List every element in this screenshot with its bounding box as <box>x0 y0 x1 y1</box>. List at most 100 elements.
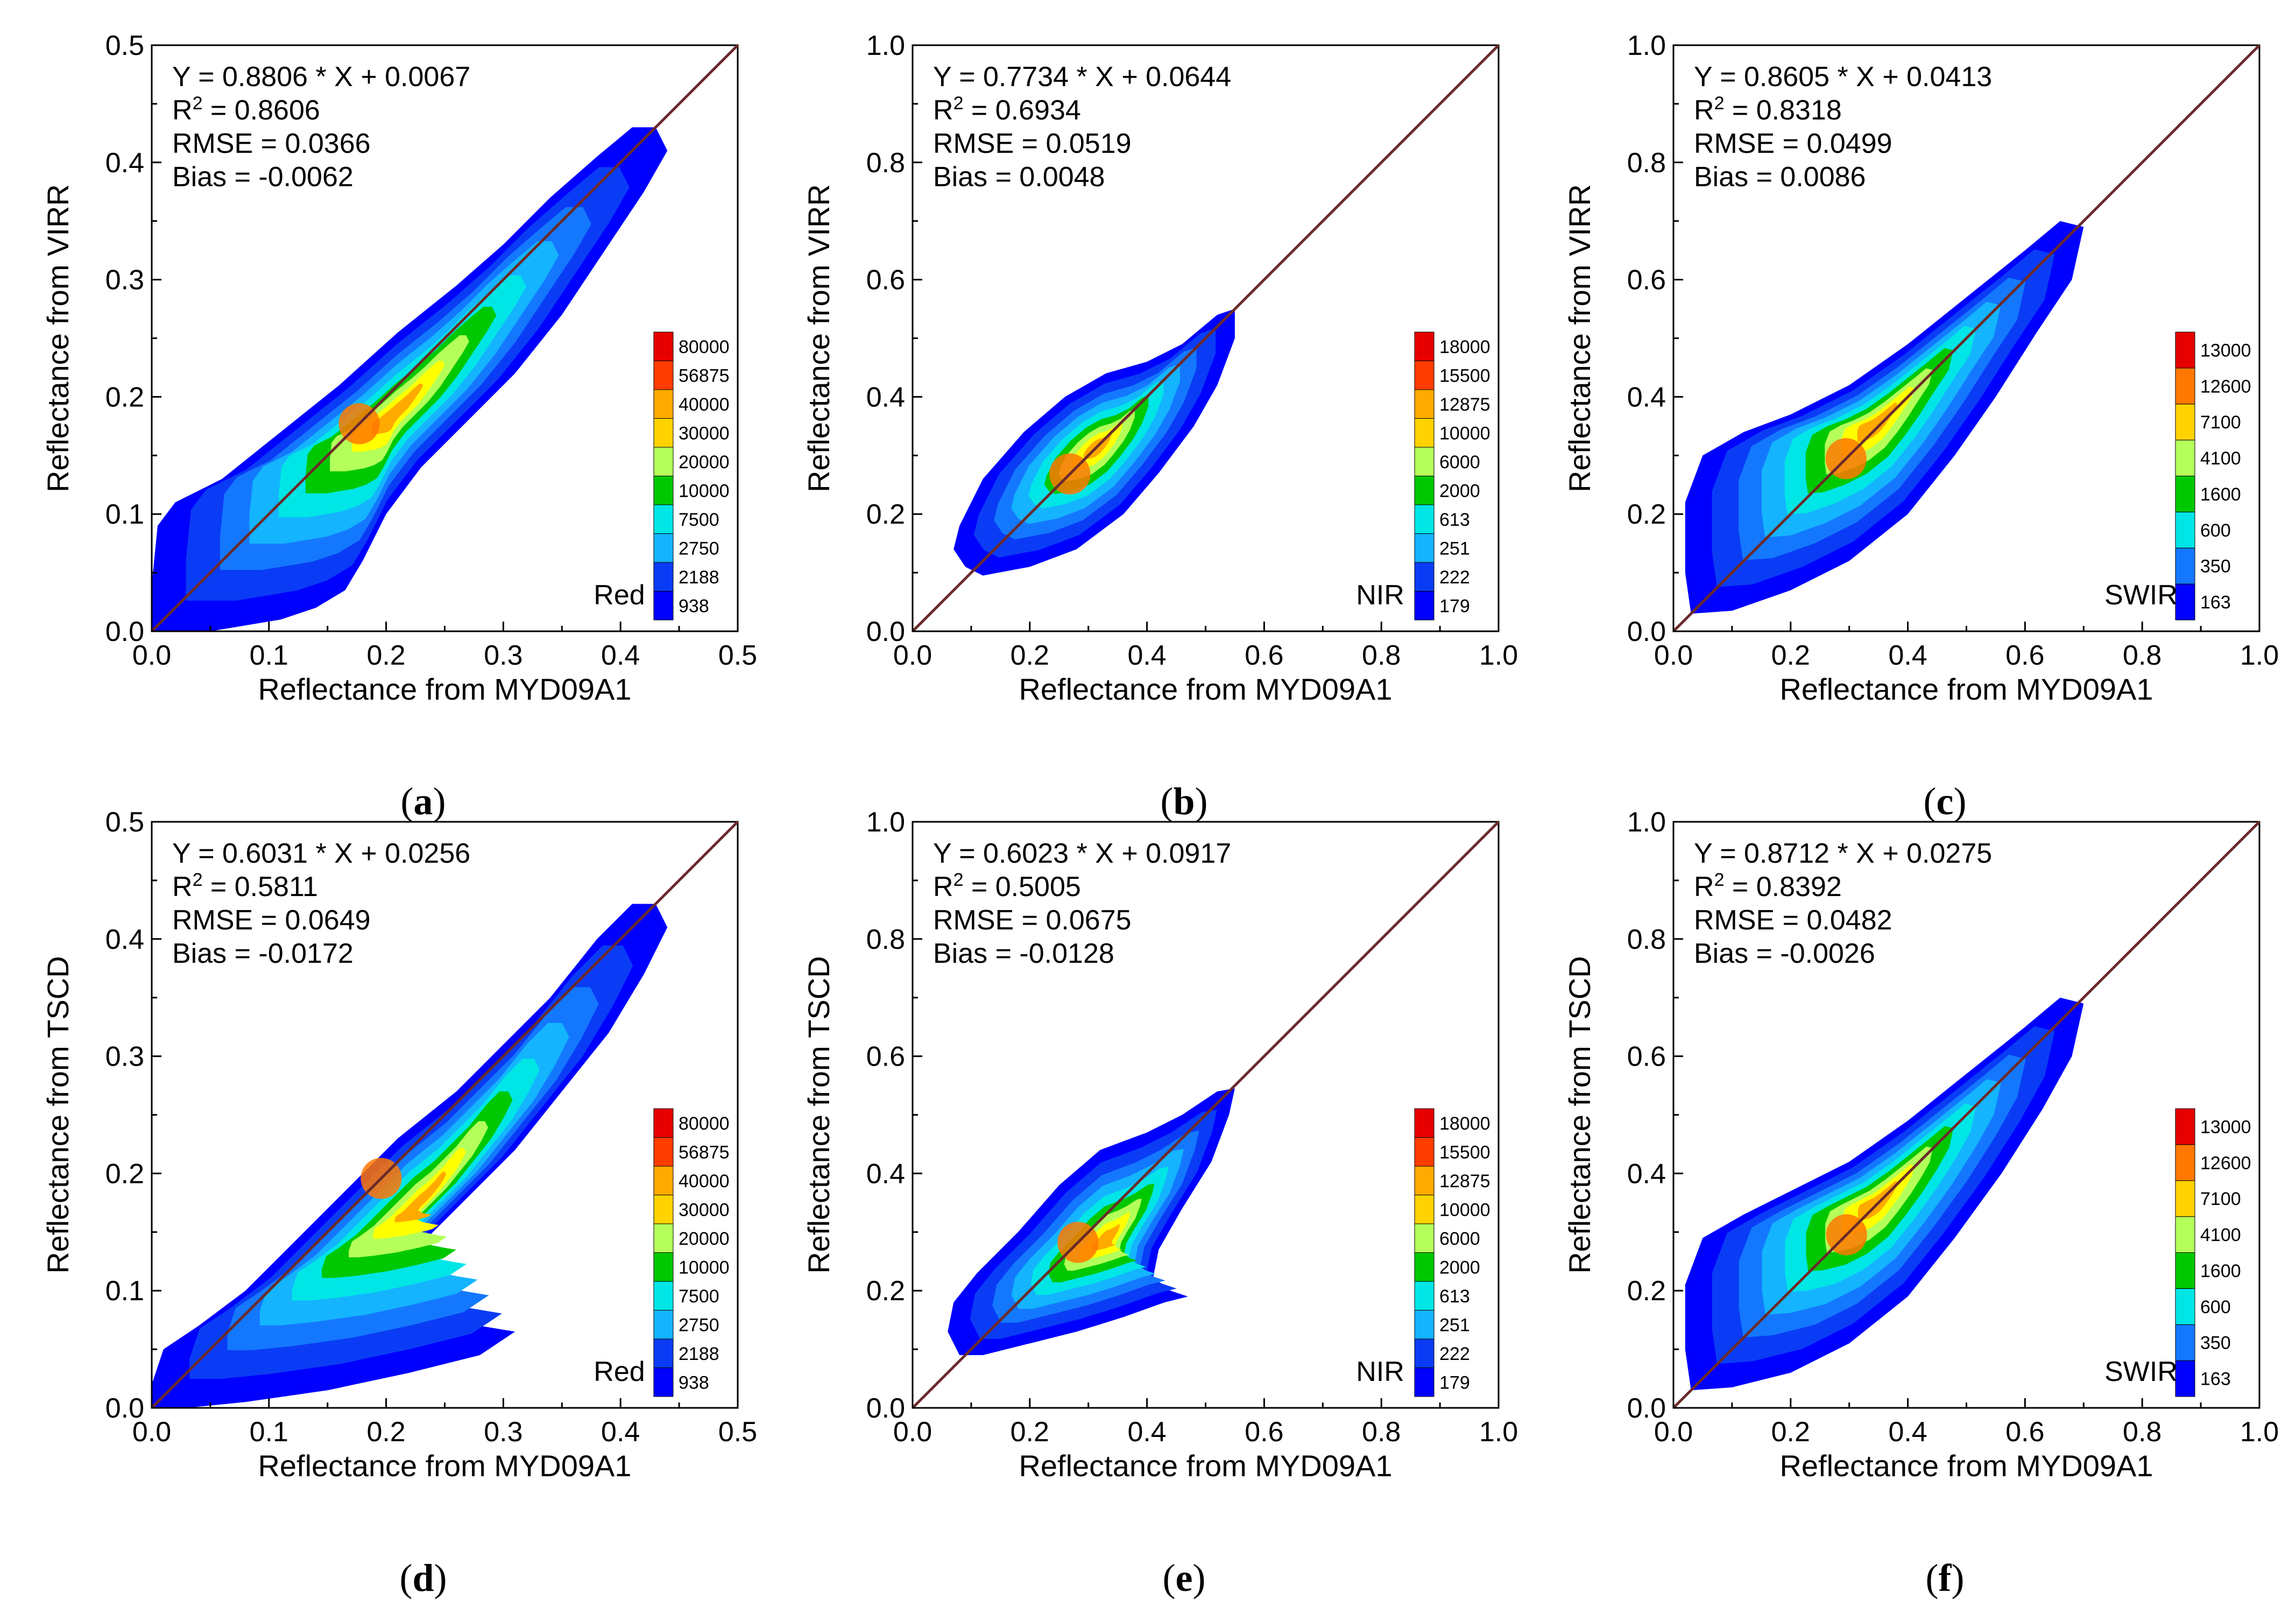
stats-bias-e: Bias = -0.0128 <box>933 938 1114 969</box>
colorbar-cell-b-0 <box>1414 591 1435 621</box>
one-to-one-line-d <box>151 821 739 1409</box>
stats-bias-d: Bias = -0.0172 <box>172 938 354 969</box>
panel-label-d: (d) <box>399 1556 447 1599</box>
band-label-d: Red <box>594 1356 645 1387</box>
colorbar-b: 179 222 251 613 2000 6000 10000 12875 15500 18000 <box>1414 332 1490 621</box>
colorbar-cell-a-6 <box>653 418 674 448</box>
xtick-label-c-4: 0.8 <box>2123 640 2161 671</box>
colorbar-level-d-1: 2188 <box>679 1344 719 1364</box>
colorbar-level-a-4: 10000 <box>679 481 730 501</box>
ytick-label-d-1: 0.1 <box>105 1275 144 1307</box>
colorbar-level-a-3: 7500 <box>679 510 719 530</box>
xtick-label-d-4: 0.4 <box>601 1416 640 1448</box>
colorbar-cell-e-1 <box>1414 1338 1435 1368</box>
colorbar-cell-b-1 <box>1414 562 1435 591</box>
stats-equation-d: Y = 0.6031 * X + 0.0256 <box>172 838 470 869</box>
colorbar-cell-b-3 <box>1414 504 1435 534</box>
colorbar-level-c-0: 163 <box>2200 593 2231 613</box>
band-label-a: Red <box>594 580 645 611</box>
one-to-one-line-b <box>912 44 1500 632</box>
xlabel-f: Reflectance from MYD09A1 <box>1779 1449 2153 1483</box>
colorbar-level-f-5: 7100 <box>2200 1189 2241 1209</box>
colorbar-level-e-3: 613 <box>1439 1286 1470 1307</box>
colorbar-level-b-0: 179 <box>1439 596 1470 616</box>
colorbar-level-c-1: 350 <box>2200 556 2231 577</box>
colorbar-cell-d-9 <box>653 1108 674 1138</box>
colorbar-level-c-6: 12600 <box>2200 376 2251 397</box>
colorbar-level-d-7: 40000 <box>679 1171 730 1192</box>
ytick-label-a-3: 0.3 <box>105 265 144 296</box>
colorbar-cell-f-0 <box>2175 1360 2195 1397</box>
colorbar-level-b-4: 2000 <box>1439 481 1480 501</box>
stats-rmse-f: RMSE = 0.0482 <box>1694 905 1892 936</box>
xtick-label-f-4: 0.8 <box>2123 1416 2161 1448</box>
colorbar-cell-c-2 <box>2175 511 2195 548</box>
xtick-label-e-0: 0.0 <box>893 1416 932 1448</box>
colorbar-cell-d-0 <box>653 1368 674 1397</box>
ytick-label-b-5: 1.0 <box>866 30 905 61</box>
colorbar-level-e-6: 10000 <box>1439 1200 1490 1220</box>
xlabel-a: Reflectance from MYD09A1 <box>258 672 631 706</box>
stats-bias-a: Bias = -0.0062 <box>172 161 354 193</box>
colorbar-cell-d-6 <box>653 1195 674 1224</box>
colorbar-level-f-7: 13000 <box>2200 1117 2251 1137</box>
colorbar-level-c-5: 7100 <box>2200 412 2241 433</box>
ytick-label-e-3: 0.6 <box>866 1041 905 1073</box>
ytick-label-f-0: 0.0 <box>1627 1393 1666 1424</box>
ytick-label-b-2: 0.4 <box>866 382 905 413</box>
colorbar-cell-b-4 <box>1414 476 1435 505</box>
colorbar-level-d-9: 80000 <box>679 1113 730 1134</box>
stats-bias-f: Bias = -0.0026 <box>1694 938 1875 969</box>
colorbar-cell-f-5 <box>2175 1180 2195 1217</box>
panel-label-e: (e) <box>1163 1556 1206 1599</box>
colorbar-level-a-8: 56875 <box>679 365 730 386</box>
ylabel-d: Reflectance from TSCD <box>41 956 75 1273</box>
colorbar-cell-b-8 <box>1414 361 1435 390</box>
colorbar-level-d-5: 20000 <box>679 1229 730 1249</box>
xtick-label-a-5: 0.5 <box>718 640 757 671</box>
xtick-label-c-1: 0.2 <box>1771 640 1810 671</box>
colorbar-level-d-4: 10000 <box>679 1257 730 1278</box>
xlabel-e: Reflectance from MYD09A1 <box>1019 1449 1392 1483</box>
colorbar-level-e-5: 6000 <box>1439 1229 1480 1249</box>
colorbar-level-a-9: 80000 <box>679 337 730 357</box>
xtick-label-c-5: 1.0 <box>2240 640 2279 671</box>
xtick-label-b-1: 0.2 <box>1011 640 1049 671</box>
ytick-label-c-3: 0.6 <box>1627 265 1666 296</box>
ytick-label-f-4: 0.8 <box>1627 924 1666 955</box>
panel-f: 0.0 0.2 0.4 0.6 0.8 1.0 0.0 0.2 0.4 0.6 0.8 1.0 Refl… <box>1563 807 2279 1599</box>
xtick-label-f-1: 0.2 <box>1771 1416 1810 1448</box>
xtick-label-a-4: 0.4 <box>601 640 640 671</box>
colorbar-cell-d-5 <box>653 1223 674 1253</box>
colorbar-cell-b-5 <box>1414 447 1435 476</box>
xtick-label-b-5: 1.0 <box>1479 640 1518 671</box>
colorbar-cell-a-9 <box>653 332 674 361</box>
ytick-label-e-4: 0.8 <box>866 924 905 955</box>
colorbar-level-a-2: 2750 <box>679 538 719 559</box>
ytick-label-b-3: 0.6 <box>866 265 905 296</box>
ytick-label-c-4: 0.8 <box>1627 147 1666 179</box>
colorbar-cell-f-4 <box>2175 1216 2195 1253</box>
colorbar-cell-b-7 <box>1414 389 1435 419</box>
colorbar-cell-b-6 <box>1414 418 1435 448</box>
xtick-label-e-5: 1.0 <box>1479 1416 1518 1448</box>
panel-label-b: (b) <box>1160 780 1207 823</box>
colorbar-level-c-4: 4100 <box>2200 448 2241 469</box>
colorbar-cell-d-4 <box>653 1252 674 1282</box>
band-label-e: NIR <box>1356 1356 1404 1387</box>
panel-a: 0.0 0.1 0.2 0.3 0.4 0.5 0.0 0.1 0.2 0.3 0.4 0.5 Refl… <box>41 30 757 823</box>
colorbar-level-e-4: 2000 <box>1439 1257 1480 1278</box>
xtick-label-a-3: 0.3 <box>484 640 522 671</box>
ytick-label-d-4: 0.4 <box>105 924 144 955</box>
ytick-label-d-0: 0.0 <box>105 1393 144 1424</box>
one-to-one-line-c <box>1672 44 2260 632</box>
ytick-label-e-0: 0.0 <box>866 1393 905 1424</box>
panel-b: 0.0 0.2 0.4 0.6 0.8 1.0 0.0 0.2 0.4 0.6 0.8 1.0 Refl… <box>802 30 1518 823</box>
colorbar-level-e-9: 18000 <box>1439 1113 1490 1134</box>
colorbar-cell-f-2 <box>2175 1288 2195 1325</box>
ytick-label-e-2: 0.4 <box>866 1158 905 1189</box>
colorbar-level-c-3: 1600 <box>2200 484 2241 505</box>
colorbar-level-f-6: 12600 <box>2200 1153 2251 1173</box>
colorbar-cell-b-2 <box>1414 533 1435 563</box>
colorbar-cell-a-4 <box>653 476 674 505</box>
